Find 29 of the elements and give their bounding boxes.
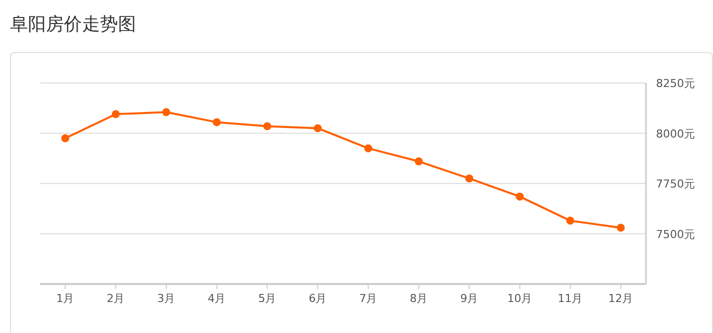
point [314,124,322,132]
y-tick-label: 7500元 [656,228,695,241]
x-tick-label: 5月 [258,292,276,305]
x-tick-label: 9月 [460,292,478,305]
x-tick-label: 12月 [608,292,634,305]
y-tick-label: 8250元 [656,77,695,90]
x-tick-label: 2月 [106,292,125,305]
x-tick-label: 4月 [208,292,226,305]
point [263,122,272,130]
point [162,108,170,116]
point [212,118,221,126]
y-tick-label: 7750元 [656,178,695,190]
point [112,110,120,118]
point [566,216,574,225]
point [364,144,372,152]
chart-title: 阜阳房价走势图 [10,14,136,35]
point [414,157,423,166]
x-tick-label: 3月 [157,292,176,305]
x-tick-label: 10月 [507,292,532,305]
x-tick-label: 6月 [308,292,327,305]
y-tick-label: 8000元 [656,127,695,140]
point [516,192,524,201]
x-tick-label: 8月 [410,292,428,305]
x-tick-label: 1月 [56,292,74,305]
x-tick-label: 7月 [359,292,378,305]
point [61,134,70,142]
x-tick-label: 11月 [558,292,583,305]
point [616,224,625,232]
point [465,174,474,182]
